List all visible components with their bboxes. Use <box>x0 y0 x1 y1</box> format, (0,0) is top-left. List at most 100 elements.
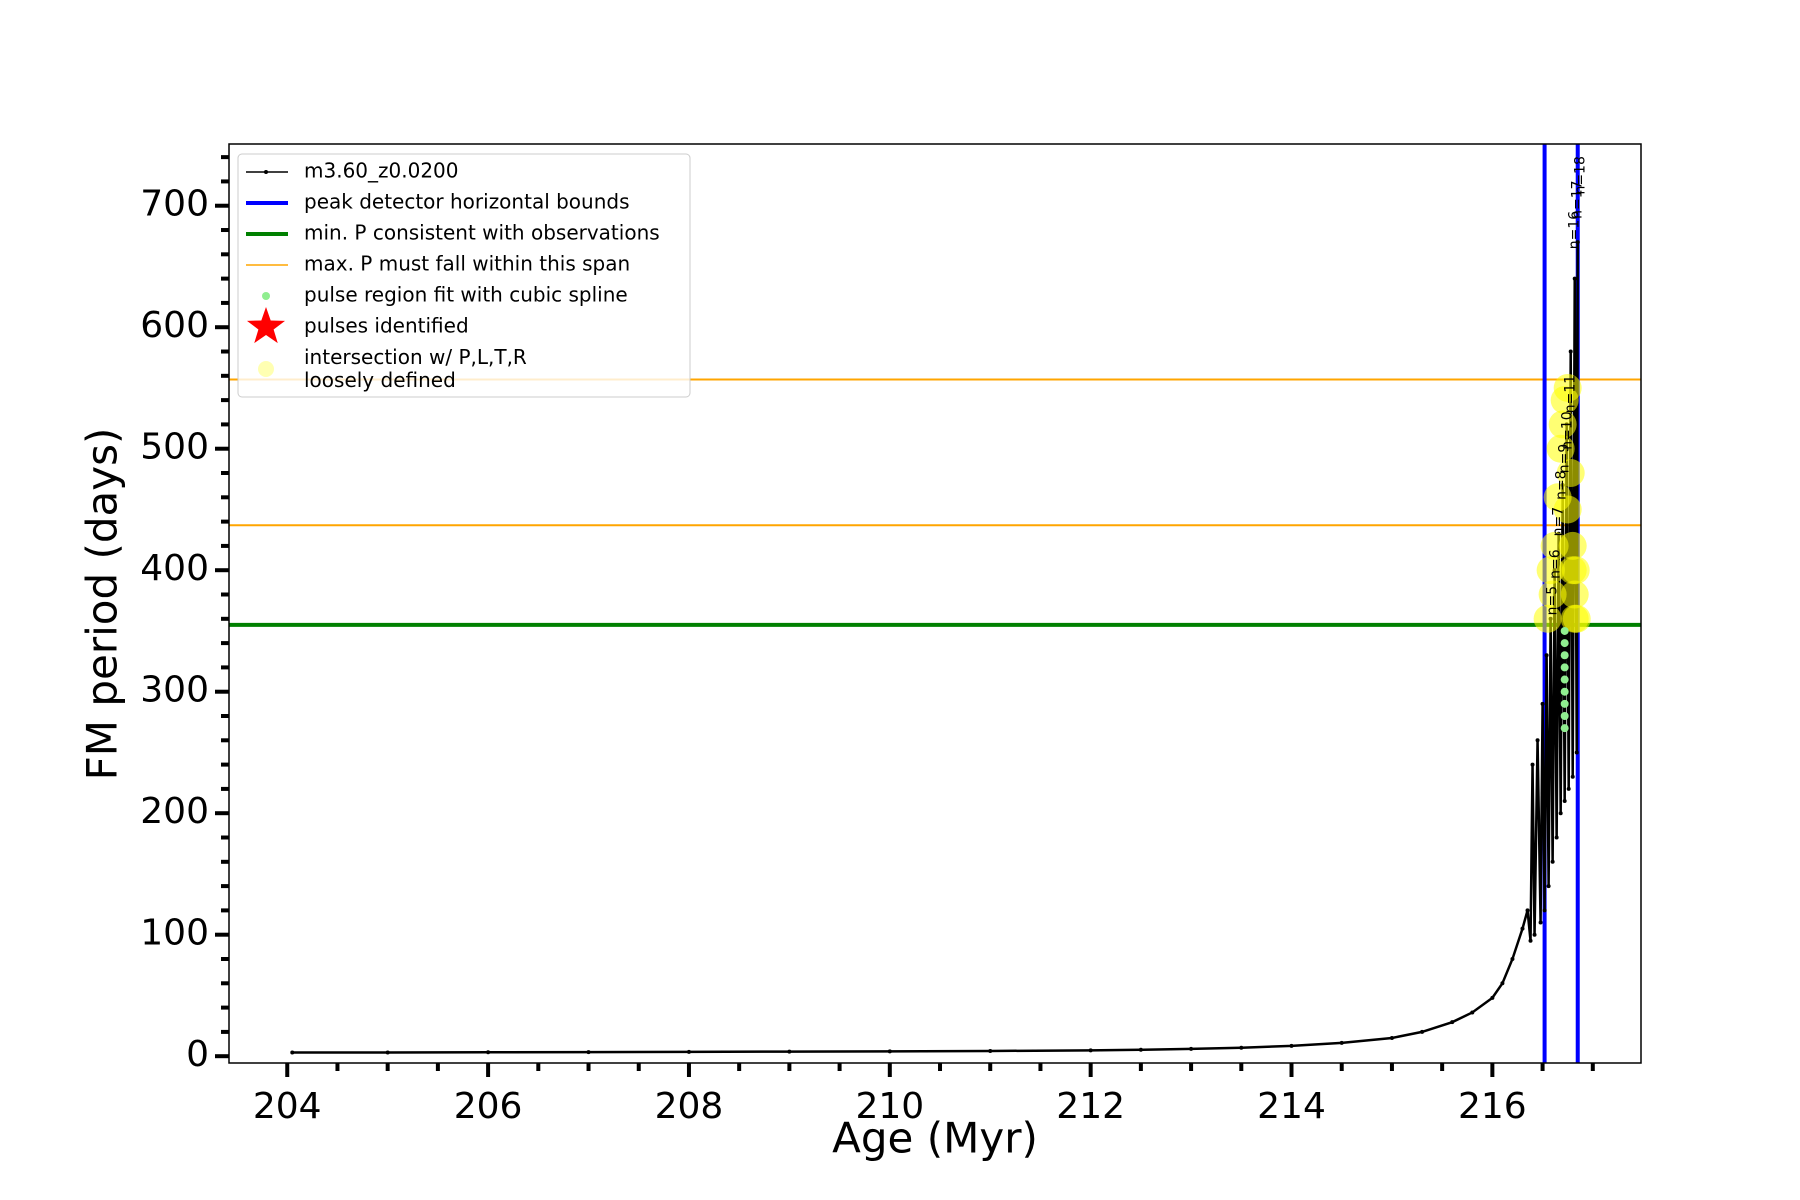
x-tick-label: 204 <box>253 1086 322 1127</box>
data-point <box>1554 835 1559 840</box>
intersection-blob <box>1558 531 1587 560</box>
data-point <box>486 1050 491 1055</box>
annotation: n=18 <box>1573 156 1589 194</box>
x-tick-label: 210 <box>855 1086 924 1127</box>
intersection-blob <box>1561 556 1590 585</box>
legend-label: intersection w/ P,L,T,R loosely defined <box>304 345 527 392</box>
annotation: n=6 <box>1548 549 1564 579</box>
legend-label: pulse region fit with cubic spline <box>304 283 628 307</box>
scatter-point <box>1560 724 1569 733</box>
data-point <box>1530 762 1535 767</box>
y-tick-label: 500 <box>140 427 209 468</box>
data-point <box>1550 859 1555 864</box>
data-point <box>988 1048 993 1053</box>
data-point <box>1574 750 1579 755</box>
data-point <box>1558 811 1563 816</box>
y-tick-label: 600 <box>140 305 209 346</box>
annotation: n=17 <box>1570 180 1586 218</box>
scatter-point <box>1560 675 1569 684</box>
data-point <box>686 1049 691 1054</box>
data-point <box>1562 799 1567 804</box>
legend-label: m3.60_z0.0200 <box>304 159 459 183</box>
scatter-point <box>1560 639 1569 648</box>
legend-marker <box>246 307 286 344</box>
data-point <box>1520 926 1525 931</box>
data-point <box>1339 1040 1344 1045</box>
annotation: n=7 <box>1551 507 1567 537</box>
legend-label: max. P must fall within this span <box>304 252 630 276</box>
data-point <box>1540 701 1545 706</box>
data-point <box>1568 349 1573 354</box>
data-point <box>586 1050 591 1055</box>
data-point <box>1470 1010 1475 1015</box>
x-axis-label: Age (Myr) <box>832 1114 1038 1163</box>
scatter-point <box>1560 651 1569 660</box>
legend-marker <box>262 292 270 300</box>
scatter-point <box>1560 712 1569 721</box>
y-tick-label: 0 <box>186 1034 209 1075</box>
plot-frame <box>228 143 1642 1064</box>
scatter-point <box>1560 626 1569 635</box>
data-point <box>1510 956 1515 961</box>
intersection-blob <box>1533 604 1562 633</box>
y-tick-label: 300 <box>140 670 209 711</box>
y-tick-label: 700 <box>140 184 209 225</box>
data-point <box>1500 981 1505 986</box>
annotation: n=9 <box>1557 444 1573 474</box>
data-point <box>1535 738 1540 743</box>
y-tick-label: 100 <box>140 913 209 954</box>
annotation: n=5 <box>1545 586 1561 616</box>
data-point <box>1572 276 1577 281</box>
data-point <box>1420 1029 1425 1034</box>
annotation: n=10 <box>1560 411 1576 449</box>
data-point <box>887 1049 892 1054</box>
x-tick-label: 212 <box>1056 1086 1125 1127</box>
data-point <box>1239 1045 1244 1050</box>
data-point <box>290 1050 295 1055</box>
data-point <box>1570 774 1575 779</box>
data-point <box>385 1050 390 1055</box>
data-point <box>1566 786 1571 791</box>
intersection-blob <box>1546 434 1575 463</box>
data-point <box>1389 1035 1394 1040</box>
scatter-point <box>1560 663 1569 672</box>
data-point <box>787 1049 792 1054</box>
data-point <box>1289 1043 1294 1048</box>
legend-label: pulses identified <box>304 314 469 338</box>
data-point <box>1138 1047 1143 1052</box>
intersection-blob <box>1553 495 1582 524</box>
data-point <box>1542 908 1547 913</box>
x-tick-label: 214 <box>1257 1086 1326 1127</box>
intersection-blob <box>1556 459 1585 488</box>
annotation: n=16 <box>1567 211 1583 250</box>
intersection-blob <box>1548 410 1577 439</box>
data-point <box>1088 1048 1093 1053</box>
legend-label: min. P consistent with observations <box>304 221 660 245</box>
x-tick-label: 216 <box>1458 1086 1527 1127</box>
annotation: n=11 <box>1563 375 1579 413</box>
data-point <box>1538 920 1543 925</box>
y-tick-label: 200 <box>140 791 209 832</box>
legend-marker <box>258 361 274 377</box>
intersection-blob <box>1560 604 1589 633</box>
data-point <box>1575 240 1580 245</box>
data-point <box>1528 938 1533 943</box>
annotation: n=8 <box>1554 470 1570 500</box>
data-point <box>1450 1020 1455 1025</box>
y-tick-label: 400 <box>140 548 209 589</box>
legend-box <box>237 153 691 398</box>
data-point <box>1532 932 1537 937</box>
scatter-point <box>1560 687 1569 696</box>
intersection-blob <box>1553 373 1582 402</box>
data-point <box>1544 653 1549 658</box>
x-tick-label: 206 <box>454 1086 523 1127</box>
legend-label: peak detector horizontal bounds <box>304 190 630 214</box>
data-point <box>1546 884 1551 889</box>
x-tick-label: 208 <box>655 1086 724 1127</box>
intersection-blob <box>1536 556 1565 585</box>
data-point <box>1490 995 1495 1000</box>
data-point <box>1525 908 1530 913</box>
scatter-point <box>1560 699 1569 708</box>
y-axis-label: FM period (days) <box>78 428 127 781</box>
